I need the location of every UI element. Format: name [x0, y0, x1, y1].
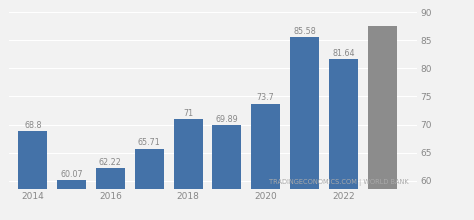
Bar: [18, 131, 47, 189]
Text: 85.58: 85.58: [293, 27, 316, 36]
Text: TRADINGECONOMICS.COM | WORLD BANK: TRADINGECONOMICS.COM | WORLD BANK: [269, 179, 409, 185]
Bar: [57, 180, 86, 189]
Text: 73.7: 73.7: [257, 94, 274, 102]
Bar: [173, 119, 202, 189]
Text: 71: 71: [183, 108, 193, 117]
Text: 60.07: 60.07: [60, 170, 83, 179]
Bar: [135, 149, 164, 189]
Bar: [251, 104, 280, 189]
Text: 69.89: 69.89: [216, 115, 238, 124]
Bar: [290, 37, 319, 189]
Text: 65.71: 65.71: [138, 138, 161, 147]
Bar: [368, 26, 397, 189]
Text: 62.22: 62.22: [99, 158, 122, 167]
Bar: [329, 59, 358, 189]
Text: 68.8: 68.8: [24, 121, 42, 130]
Bar: [96, 168, 125, 189]
Bar: [212, 125, 241, 189]
Text: 81.64: 81.64: [332, 49, 355, 58]
